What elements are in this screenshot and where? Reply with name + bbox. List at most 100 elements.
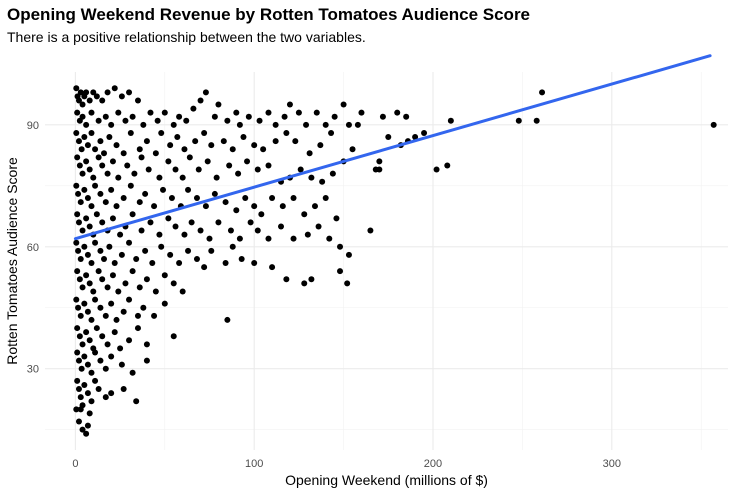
data-point [76, 333, 83, 340]
data-point [84, 195, 91, 201]
data-point [74, 349, 81, 356]
data-point [151, 203, 158, 210]
data-point [303, 121, 310, 128]
data-point [354, 121, 361, 128]
data-point [95, 154, 102, 161]
data-point [131, 170, 138, 177]
data-point [301, 280, 308, 287]
data-point [515, 117, 522, 124]
data-point [403, 113, 410, 120]
data-point [109, 158, 116, 165]
data-point [133, 255, 140, 262]
data-point [104, 284, 111, 291]
data-point [126, 239, 133, 246]
data-point [111, 329, 118, 336]
data-point [226, 162, 233, 169]
data-point [254, 227, 261, 234]
data-point [158, 129, 165, 136]
data-point [235, 170, 242, 177]
data-point [143, 357, 150, 364]
data-point [120, 308, 127, 315]
data-point [337, 268, 344, 275]
data-point [79, 426, 86, 433]
data-point [75, 97, 82, 104]
data-point [185, 186, 192, 193]
data-point [142, 190, 149, 197]
data-point [283, 276, 290, 283]
grid-lines [45, 72, 728, 450]
data-point [193, 255, 200, 262]
data-point [108, 186, 115, 193]
x-axis-ticks: 0 100 200 300 [72, 458, 621, 470]
data-point [167, 142, 174, 149]
data-point [129, 211, 136, 218]
data-point [74, 211, 81, 218]
data-point [281, 113, 288, 120]
data-point [367, 227, 374, 234]
data-point [84, 308, 91, 315]
data-point [73, 296, 80, 303]
data-point [75, 247, 82, 254]
data-point [272, 138, 279, 145]
data-point [260, 146, 267, 153]
data-point [81, 134, 88, 141]
data-point [120, 150, 127, 157]
data-point [118, 251, 125, 258]
data-point [129, 268, 136, 275]
x-tick-label: 200 [424, 458, 442, 470]
data-point [95, 117, 102, 124]
data-point [290, 235, 297, 242]
data-point [160, 186, 167, 193]
chart-title: Opening Weekend Revenue by Rotten Tomato… [7, 5, 531, 24]
data-point [81, 353, 88, 360]
data-point [258, 211, 265, 218]
data-point [151, 312, 158, 319]
data-point [172, 223, 179, 230]
data-point [186, 154, 193, 161]
data-point [394, 109, 401, 116]
data-point [317, 142, 324, 149]
data-point [233, 207, 240, 214]
data-point [84, 251, 91, 258]
data-point [224, 117, 231, 124]
data-point [108, 390, 115, 397]
data-point [283, 129, 290, 136]
data-point [215, 219, 222, 226]
data-point [220, 138, 227, 145]
data-point [75, 190, 82, 197]
data-point [265, 109, 272, 116]
data-point [376, 158, 383, 165]
data-point [129, 113, 136, 120]
data-point [297, 166, 304, 173]
data-point [337, 243, 344, 250]
data-point [88, 316, 95, 323]
data-point [134, 97, 141, 104]
data-point [227, 227, 234, 234]
data-point [308, 174, 315, 181]
data-point [143, 276, 150, 283]
data-point [206, 235, 213, 242]
data-point [134, 325, 141, 332]
data-point [140, 304, 147, 311]
data-point [142, 247, 149, 254]
data-point [533, 117, 540, 124]
data-point [97, 138, 104, 145]
data-point [77, 406, 84, 413]
x-tick-label: 300 [603, 458, 621, 470]
data-point [75, 219, 82, 226]
data-point [102, 394, 109, 401]
data-point [77, 199, 84, 206]
data-point [88, 203, 95, 210]
data-point [75, 357, 82, 364]
data-point [145, 166, 152, 173]
data-point [138, 154, 145, 161]
data-point [304, 231, 311, 238]
y-tick-label: 30 [27, 364, 39, 376]
data-point [170, 280, 177, 287]
data-point [136, 199, 143, 206]
data-point [81, 381, 88, 388]
data-point [79, 284, 86, 291]
data-point [254, 166, 261, 173]
data-point [75, 386, 82, 393]
data-point [329, 170, 336, 177]
